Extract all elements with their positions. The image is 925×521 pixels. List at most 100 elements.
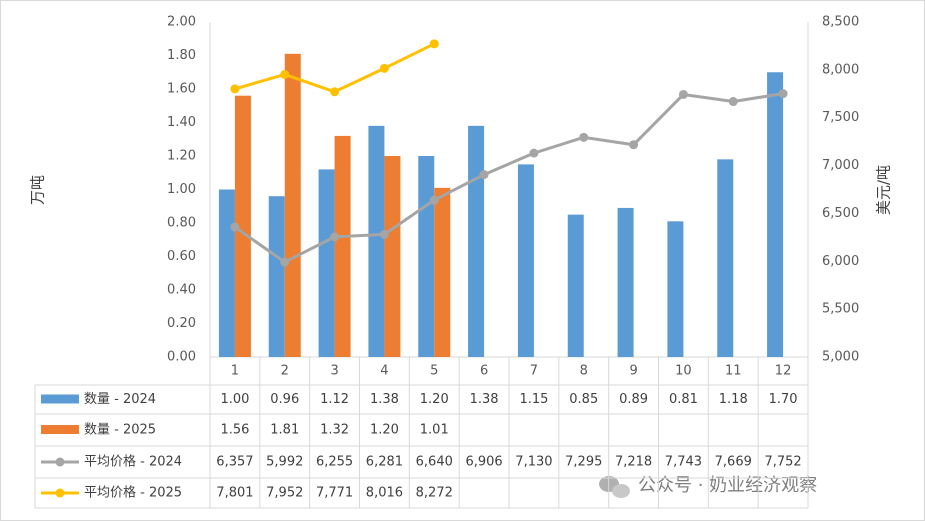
line-marker bbox=[678, 89, 688, 99]
table-value: 7,743 bbox=[665, 455, 702, 470]
y-tick-label: 0.80 bbox=[167, 216, 196, 231]
x-tick-label: 5 bbox=[430, 364, 438, 379]
x-tick-label: 9 bbox=[629, 364, 637, 379]
table-value: 6,906 bbox=[465, 455, 502, 470]
watermark: 公众号 · 奶业经济观察 bbox=[638, 475, 817, 496]
table-value: 7,771 bbox=[316, 486, 353, 501]
bar bbox=[418, 156, 435, 357]
bar bbox=[318, 169, 335, 357]
line-marker bbox=[728, 97, 738, 107]
legend-swatch bbox=[55, 488, 65, 498]
table-value: 1.20 bbox=[370, 423, 399, 438]
y-tick-label: 1.60 bbox=[167, 82, 196, 97]
bar bbox=[284, 53, 301, 357]
line-marker bbox=[479, 170, 489, 180]
y2-tick-label: 5,000 bbox=[822, 350, 859, 365]
x-tick-label: 2 bbox=[281, 364, 289, 379]
legend-label: 数量 - 2025 bbox=[84, 423, 156, 438]
bar bbox=[234, 95, 251, 357]
table-value: 1.56 bbox=[220, 423, 249, 438]
y-tick-label: 1.40 bbox=[167, 115, 196, 130]
bar bbox=[667, 221, 684, 357]
table-value: 8,016 bbox=[366, 486, 403, 501]
table-value: 0.81 bbox=[669, 392, 698, 407]
x-tick-label: 10 bbox=[675, 364, 692, 379]
legend-label: 平均价格 - 2024 bbox=[84, 454, 182, 470]
line-marker bbox=[629, 140, 639, 150]
table-value: 8,272 bbox=[416, 486, 453, 501]
table-value: 7,218 bbox=[615, 455, 652, 470]
x-tick-label: 3 bbox=[330, 364, 338, 379]
table-value: 1.38 bbox=[370, 392, 399, 407]
legend-swatch bbox=[41, 425, 79, 434]
bar bbox=[468, 125, 485, 357]
table-value: 6,640 bbox=[416, 455, 453, 470]
line-marker bbox=[379, 63, 389, 73]
table-value: 1.32 bbox=[320, 423, 349, 438]
x-tick-label: 11 bbox=[725, 364, 742, 379]
y2-tick-label: 7,500 bbox=[822, 110, 859, 125]
table-value: 6,357 bbox=[216, 455, 253, 470]
y2-tick-label: 8,500 bbox=[822, 15, 859, 30]
table-value: 7,130 bbox=[515, 455, 552, 470]
x-tick-label: 8 bbox=[580, 364, 588, 379]
legend-swatch bbox=[41, 394, 79, 404]
x-tick-label: 4 bbox=[380, 364, 388, 379]
bar bbox=[268, 196, 285, 357]
line-marker bbox=[230, 84, 240, 94]
line-marker bbox=[280, 69, 290, 79]
line-marker bbox=[429, 195, 439, 205]
table-value: 0.89 bbox=[619, 392, 648, 407]
bar bbox=[434, 187, 451, 357]
table-value: 1.00 bbox=[220, 392, 249, 407]
legend-swatch bbox=[55, 457, 65, 467]
y2-axis-title: 美元/吨 bbox=[875, 165, 893, 215]
table-value: 1.01 bbox=[420, 423, 449, 438]
table-value: 7,801 bbox=[216, 486, 253, 501]
line-marker bbox=[330, 232, 340, 242]
line-marker bbox=[379, 229, 389, 239]
line-marker bbox=[230, 222, 240, 232]
y2-tick-label: 5,500 bbox=[822, 302, 859, 317]
line-marker bbox=[330, 87, 340, 97]
y-tick-label: 1.20 bbox=[167, 149, 196, 164]
bar bbox=[567, 214, 584, 357]
y-tick-label: 1.00 bbox=[167, 182, 196, 197]
legend-label: 平均价格 - 2025 bbox=[84, 485, 182, 501]
table-value: 1.18 bbox=[719, 392, 748, 407]
x-tick-label: 1 bbox=[231, 364, 239, 379]
line-marker bbox=[280, 257, 290, 267]
y-tick-label: 0.40 bbox=[167, 283, 196, 298]
table-value: 6,255 bbox=[316, 455, 353, 470]
bar bbox=[384, 156, 401, 357]
table-value: 7,752 bbox=[764, 455, 801, 470]
x-tick-label: 6 bbox=[480, 364, 488, 379]
y-tick-label: 0.20 bbox=[167, 316, 196, 331]
y-tick-label: 0.60 bbox=[167, 249, 196, 264]
table-value: 5,992 bbox=[266, 455, 303, 470]
y-axis-title: 万吨 bbox=[29, 175, 47, 205]
y2-tick-label: 8,000 bbox=[822, 62, 859, 77]
table-value: 7,669 bbox=[715, 455, 752, 470]
line-marker bbox=[778, 89, 788, 99]
bar bbox=[218, 189, 235, 357]
table-value: 0.85 bbox=[569, 392, 598, 407]
table-value: 1.20 bbox=[420, 392, 449, 407]
bar bbox=[368, 125, 385, 357]
table-value: 1.38 bbox=[470, 392, 499, 407]
bar bbox=[334, 135, 351, 357]
table-value: 1.70 bbox=[769, 392, 798, 407]
bar bbox=[717, 159, 734, 357]
y-tick-label: 0.00 bbox=[167, 350, 196, 365]
line-marker bbox=[529, 148, 539, 158]
line-marker bbox=[579, 132, 589, 142]
table-value: 1.15 bbox=[519, 392, 548, 407]
bar bbox=[767, 72, 784, 357]
y-tick-label: 1.80 bbox=[167, 48, 196, 63]
y-tick-label: 2.00 bbox=[167, 15, 196, 30]
line bbox=[234, 92, 784, 264]
y2-tick-label: 7,000 bbox=[822, 158, 859, 173]
table-value: 6,281 bbox=[366, 455, 403, 470]
